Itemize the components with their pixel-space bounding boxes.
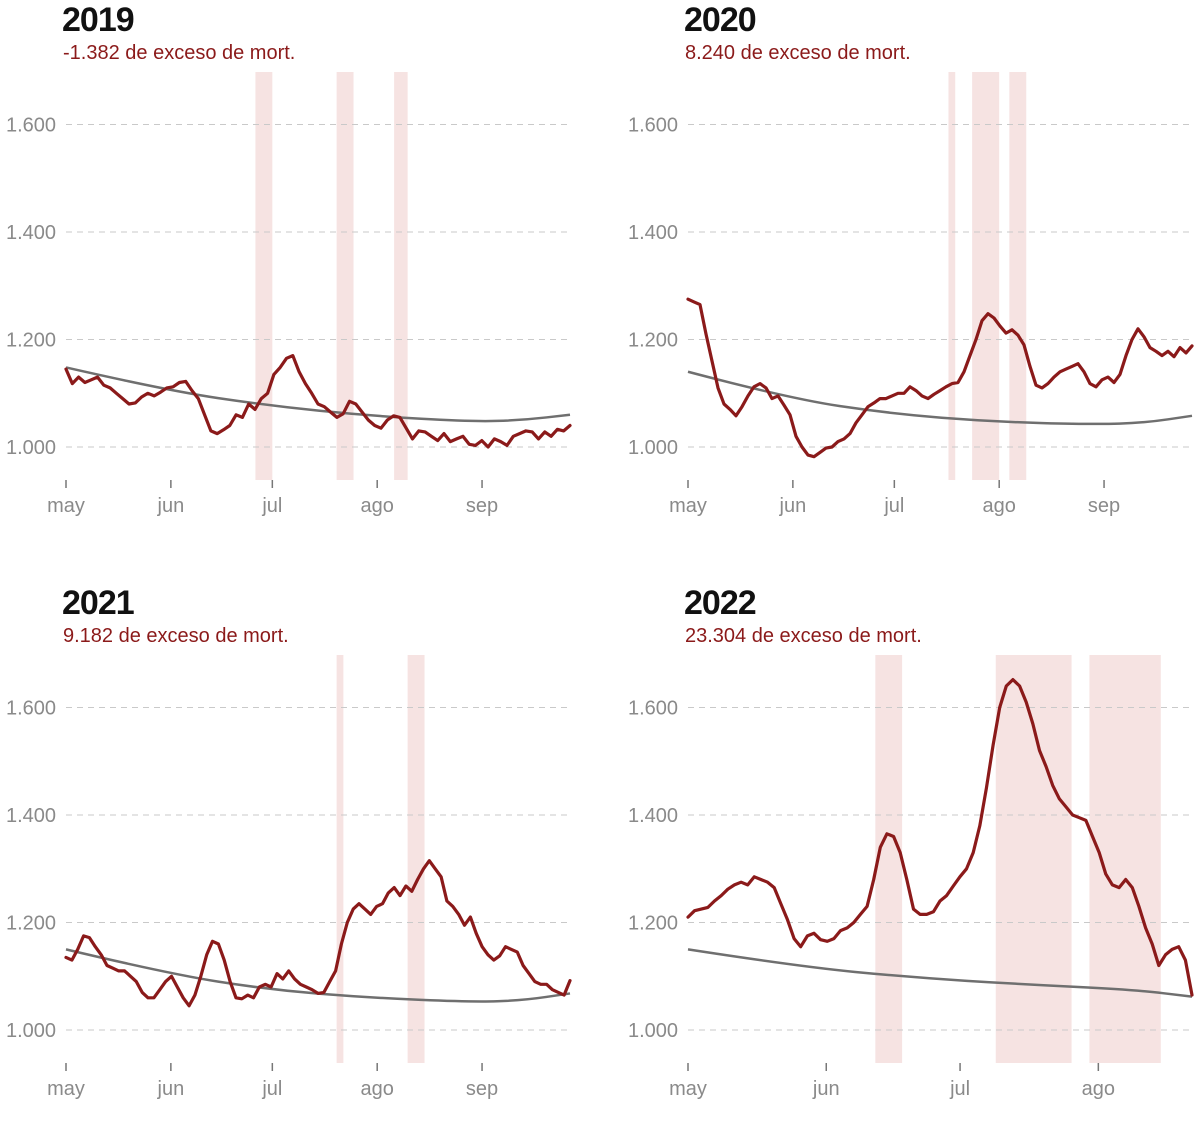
observed-mortality-line	[686, 677, 1194, 997]
panel-2022: 2022 23.304 de exceso de mort. 1.000 1.20…	[622, 583, 1200, 1136]
y-tick-label: 1.400	[628, 805, 678, 827]
x-tick-label: ago	[983, 495, 1016, 517]
expected-mortality-line	[687, 370, 1193, 426]
heatwave-band	[407, 655, 425, 1063]
x-tick-label: jul	[883, 495, 904, 517]
y-tick-label: 1.600	[628, 698, 678, 720]
x-tick-label: sep	[466, 495, 498, 517]
y-tick-label: 1.200	[6, 330, 56, 352]
y-tick-label: 1.400	[6, 222, 56, 244]
heatwave-band	[995, 655, 1072, 1063]
x-tick-label: jul	[949, 1078, 970, 1100]
heatwave-band	[972, 72, 1000, 480]
heatwave-band	[1009, 72, 1027, 480]
chart-subtitle: 23.304 de exceso de mort.	[685, 625, 922, 647]
chart-svg: 1.000 1.200 1.400 1.600 may jun jul ago sep	[628, 72, 1194, 517]
y-tick-label: 1.600	[628, 115, 678, 137]
chart-title: 2020	[684, 1, 757, 39]
heatwave-band	[875, 655, 903, 1063]
expected-mortality-line	[687, 948, 1193, 998]
x-tick-label: jun	[779, 495, 807, 517]
panel-2021: 2021 9.182 de exceso de mort. 1.000 1.200…	[0, 583, 600, 1136]
chart-subtitle: -1.382 de exceso de mort.	[63, 42, 296, 64]
y-tick-label: 1.000	[6, 437, 56, 459]
x-tick-label: jun	[812, 1078, 840, 1100]
observed-mortality-line	[64, 354, 572, 449]
chart-svg: 1.000 1.200 1.400 1.600 may jun jul ago sep	[6, 655, 572, 1100]
panel-2020: 2020 8.240 de exceso de mort. 1.000 1.200…	[622, 0, 1200, 553]
chart-title: 2021	[62, 584, 135, 622]
heatwave-band	[336, 655, 344, 1063]
x-tick-label: ago	[361, 1078, 394, 1100]
chart-title: 2022	[684, 584, 757, 622]
y-tick-label: 1.600	[6, 698, 56, 720]
x-tick-label: may	[669, 495, 707, 517]
y-tick-label: 1.000	[628, 437, 678, 459]
observed-mortality-line	[64, 859, 572, 1008]
x-tick-label: ago	[1082, 1078, 1115, 1100]
x-tick-label: jul	[261, 495, 282, 517]
observed-mortality-line	[686, 297, 1194, 459]
heatwave-band	[255, 72, 273, 480]
expected-mortality-line	[65, 948, 571, 1003]
heatwave-band	[948, 72, 956, 480]
y-tick-label: 1.000	[6, 1020, 56, 1042]
chart-subtitle: 8.240 de exceso de mort.	[685, 42, 911, 64]
chart-title: 2019	[62, 1, 135, 39]
y-tick-label: 1.200	[628, 913, 678, 935]
expected-mortality-line	[65, 366, 571, 423]
x-tick-label: may	[669, 1078, 707, 1100]
chart-svg: 1.000 1.200 1.400 1.600 may jun jul ago	[628, 655, 1194, 1100]
heatwave-band	[336, 72, 354, 480]
y-tick-label: 1.200	[628, 330, 678, 352]
x-tick-label: jun	[157, 1078, 185, 1100]
y-tick-label: 1.400	[6, 805, 56, 827]
x-tick-label: sep	[1088, 495, 1120, 517]
y-tick-label: 1.000	[628, 1020, 678, 1042]
y-tick-label: 1.200	[6, 913, 56, 935]
chart-svg: 1.000 1.200 1.400 1.600 may jun jul ago sep	[6, 72, 572, 517]
heatwave-band	[394, 72, 408, 480]
x-tick-label: jul	[261, 1078, 282, 1100]
x-tick-label: jun	[157, 495, 185, 517]
chart-subtitle: 9.182 de exceso de mort.	[63, 625, 289, 647]
x-tick-label: may	[47, 495, 85, 517]
y-tick-label: 1.400	[628, 222, 678, 244]
x-tick-label: sep	[466, 1078, 498, 1100]
y-tick-label: 1.600	[6, 115, 56, 137]
panel-2019: 2019 -1.382 de exceso de mort. 1.000 1.20…	[0, 0, 600, 553]
x-tick-label: may	[47, 1078, 85, 1100]
x-tick-label: ago	[361, 495, 394, 517]
